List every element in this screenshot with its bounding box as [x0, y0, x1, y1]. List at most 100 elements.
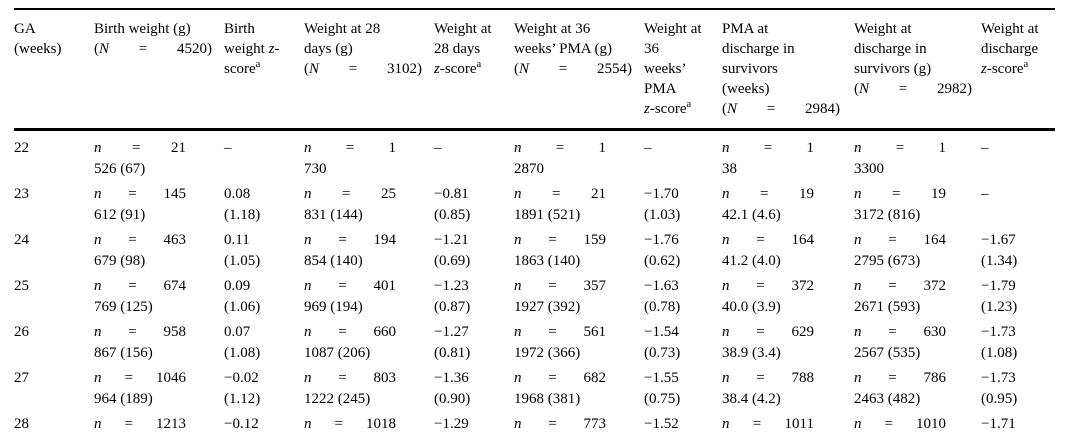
value-line: 1222 (245) — [304, 390, 371, 407]
cell-ga: 25 — [14, 278, 29, 294]
z-score-sd: (0.90) — [434, 390, 471, 407]
z-score-sd: (0.81) — [434, 344, 471, 361]
n-count-line: n = 194 — [304, 232, 396, 248]
growth-outcomes-table: GA (weeks) Birth weight (g) (N = 4520) Birth we… — [14, 8, 1055, 435]
z-score-value: −1.73 — [981, 324, 1016, 340]
cell-weight-at-discharge: n = 19 3172 (816) — [854, 182, 981, 228]
z-score-value: −1.55 — [644, 370, 679, 386]
header-n-count: (N = 2554) — [514, 61, 632, 77]
cell-ga: 27 — [14, 370, 29, 386]
cell-weight-at-discharge: n=10102420 (457) — [854, 412, 981, 435]
n-count-line: n = 788 — [722, 370, 814, 386]
n-count-line: n = 19 — [722, 186, 814, 202]
z-score-sd: (0.85) — [434, 206, 471, 223]
cell-weight-28-days: n = 1 730 — [304, 130, 434, 182]
z-score-sd: (1.12) — [224, 390, 261, 407]
z-score-sd: (1.06) — [224, 298, 261, 315]
cell-weight-28-days-z: −1.36 (0.90) — [434, 366, 514, 412]
n-count-line: n = 629 — [722, 324, 814, 340]
value-line: 730 — [304, 160, 327, 177]
cell-birth-weight-z: −0.12(1.13) — [224, 412, 304, 435]
cell-birth-weight: n = 463 679 (98) — [94, 228, 224, 274]
table-row-ga-27: 27 n = 1046 964 (189) −0.02 (1.12) n = 803 1222 (2… — [14, 366, 1055, 412]
missing-value-dash: – — [644, 140, 652, 156]
z-score-value: −1.79 — [981, 278, 1016, 294]
value-line: 3172 (816) — [854, 206, 921, 223]
z-score-value: −1.54 — [644, 324, 679, 340]
n-count-line: n = 1 — [854, 140, 946, 156]
z-score-value: −1.21 — [434, 232, 469, 248]
n-count-line: n = 164 — [722, 232, 814, 248]
z-score-value: −0.12 — [224, 416, 259, 432]
cell-weight-28-days-z: −1.29(0.92) — [434, 412, 514, 435]
value-line: 2463 (482) — [854, 390, 921, 407]
z-score-value: −1.71 — [981, 416, 1016, 432]
cell-ga: 23 — [14, 186, 29, 202]
value-line: 612 (91) — [94, 206, 146, 223]
n-count-line: n = 159 — [514, 232, 606, 248]
cell-weight-at-discharge-z: – — [981, 130, 1055, 182]
value-line: 831 (144) — [304, 206, 363, 223]
cell-pma-at-discharge: n = 1 38 — [722, 130, 854, 182]
n-count-line: n = 958 — [94, 324, 186, 340]
cell-birth-weight-z: 0.09 (1.06) — [224, 274, 304, 320]
z-score-value: −1.70 — [644, 186, 679, 202]
z-score-value: −1.63 — [644, 278, 679, 294]
z-score-sd: (1.23) — [981, 298, 1018, 315]
cell-pma-at-discharge: n = 164 41.2 (4.0) — [722, 228, 854, 274]
value-line: 2567 (535) — [854, 344, 921, 361]
z-score-value: −0.02 — [224, 370, 259, 386]
z-score-sd: (1.03) — [644, 206, 681, 223]
cell-birth-weight: n=12131075 (229) — [94, 412, 224, 435]
cell-weight-36-weeks-pma-z: −1.55 (0.75) — [644, 366, 722, 412]
n-count-line: n = 372 — [854, 278, 946, 294]
cell-ga: 22 — [14, 140, 29, 156]
n-count-line: n = 660 — [304, 324, 396, 340]
n-count-line: n = 1 — [304, 140, 396, 156]
cell-weight-28-days: n = 660 1087 (206) — [304, 320, 434, 366]
column-header-weight-28-days: Weight at 28 days (g) (N = 3102) — [304, 9, 434, 131]
z-score-sd: (1.18) — [224, 206, 261, 223]
cell-weight-at-discharge: n = 372 2671 (593) — [854, 274, 981, 320]
missing-value-dash: – — [434, 140, 442, 156]
cell-weight-28-days: n = 401 969 (194) — [304, 274, 434, 320]
cell-weight-28-days-z: – — [434, 130, 514, 182]
column-header-weight-at-discharge-z: Weight at discharge z-scorea — [981, 9, 1055, 131]
z-score-sd: (0.62) — [644, 252, 681, 269]
footnote-marker: a — [686, 99, 692, 110]
cell-weight-at-discharge-z: −1.73 (1.08) — [981, 320, 1055, 366]
column-header-birth-weight: Birth weight (g) (N = 4520) — [94, 9, 224, 131]
header-n-count: (N = 2984) — [722, 101, 840, 117]
z-score-sd: (0.73) — [644, 344, 681, 361]
z-score-sd: (1.34) — [981, 252, 1018, 269]
cell-weight-at-discharge-z: – — [981, 182, 1055, 228]
cell-birth-weight-z: 0.07 (1.08) — [224, 320, 304, 366]
cell-weight-28-days: n=10181388 (279) — [304, 412, 434, 435]
z-score-value: −1.76 — [644, 232, 679, 248]
column-header-pma-at-discharge: PMA at discharge in survivors (weeks) (N = 298… — [722, 9, 854, 131]
value-line: 1972 (366) — [514, 344, 581, 361]
n-count-line: n = 561 — [514, 324, 606, 340]
cell-weight-36-weeks-pma: n = 357 1927 (392) — [514, 274, 644, 320]
z-score-value: −1.23 — [434, 278, 469, 294]
n-count-line: n = 25 — [304, 186, 396, 202]
cell-weight-36-weeks-pma: n = 682 1968 (381) — [514, 366, 644, 412]
n-count-line: n = 1046 — [94, 370, 186, 386]
value-line: 40.0 (3.9) — [722, 298, 781, 315]
value-line: 854 (140) — [304, 252, 363, 269]
n-count-line: n = 773 — [514, 416, 606, 432]
column-header-weight-at-discharge: Weight at discharge in survivors (g) (N = 298… — [854, 9, 981, 131]
table-row-ga-28: 28 n=12131075 (229)−0.12(1.13)n=10181388 … — [14, 412, 1055, 435]
value-line: 42.1 (4.6) — [722, 206, 781, 223]
table-header: GA (weeks) Birth weight (g) (N = 4520) Birth we… — [14, 9, 1055, 131]
z-score-value: −1.67 — [981, 232, 1016, 248]
value-line: 1891 (521) — [514, 206, 581, 223]
cell-weight-36-weeks-pma: n = 561 1972 (366) — [514, 320, 644, 366]
value-line: 41.2 (4.0) — [722, 252, 781, 269]
n-count-line: n = 19 — [854, 186, 946, 202]
cell-weight-at-discharge-z: −1.67 (1.34) — [981, 228, 1055, 274]
n-count-line: n = 21 — [94, 140, 186, 156]
cell-weight-28-days-z: −1.23 (0.87) — [434, 274, 514, 320]
cell-weight-at-discharge: n = 786 2463 (482) — [854, 366, 981, 412]
cell-birth-weight: n = 674 769 (125) — [94, 274, 224, 320]
